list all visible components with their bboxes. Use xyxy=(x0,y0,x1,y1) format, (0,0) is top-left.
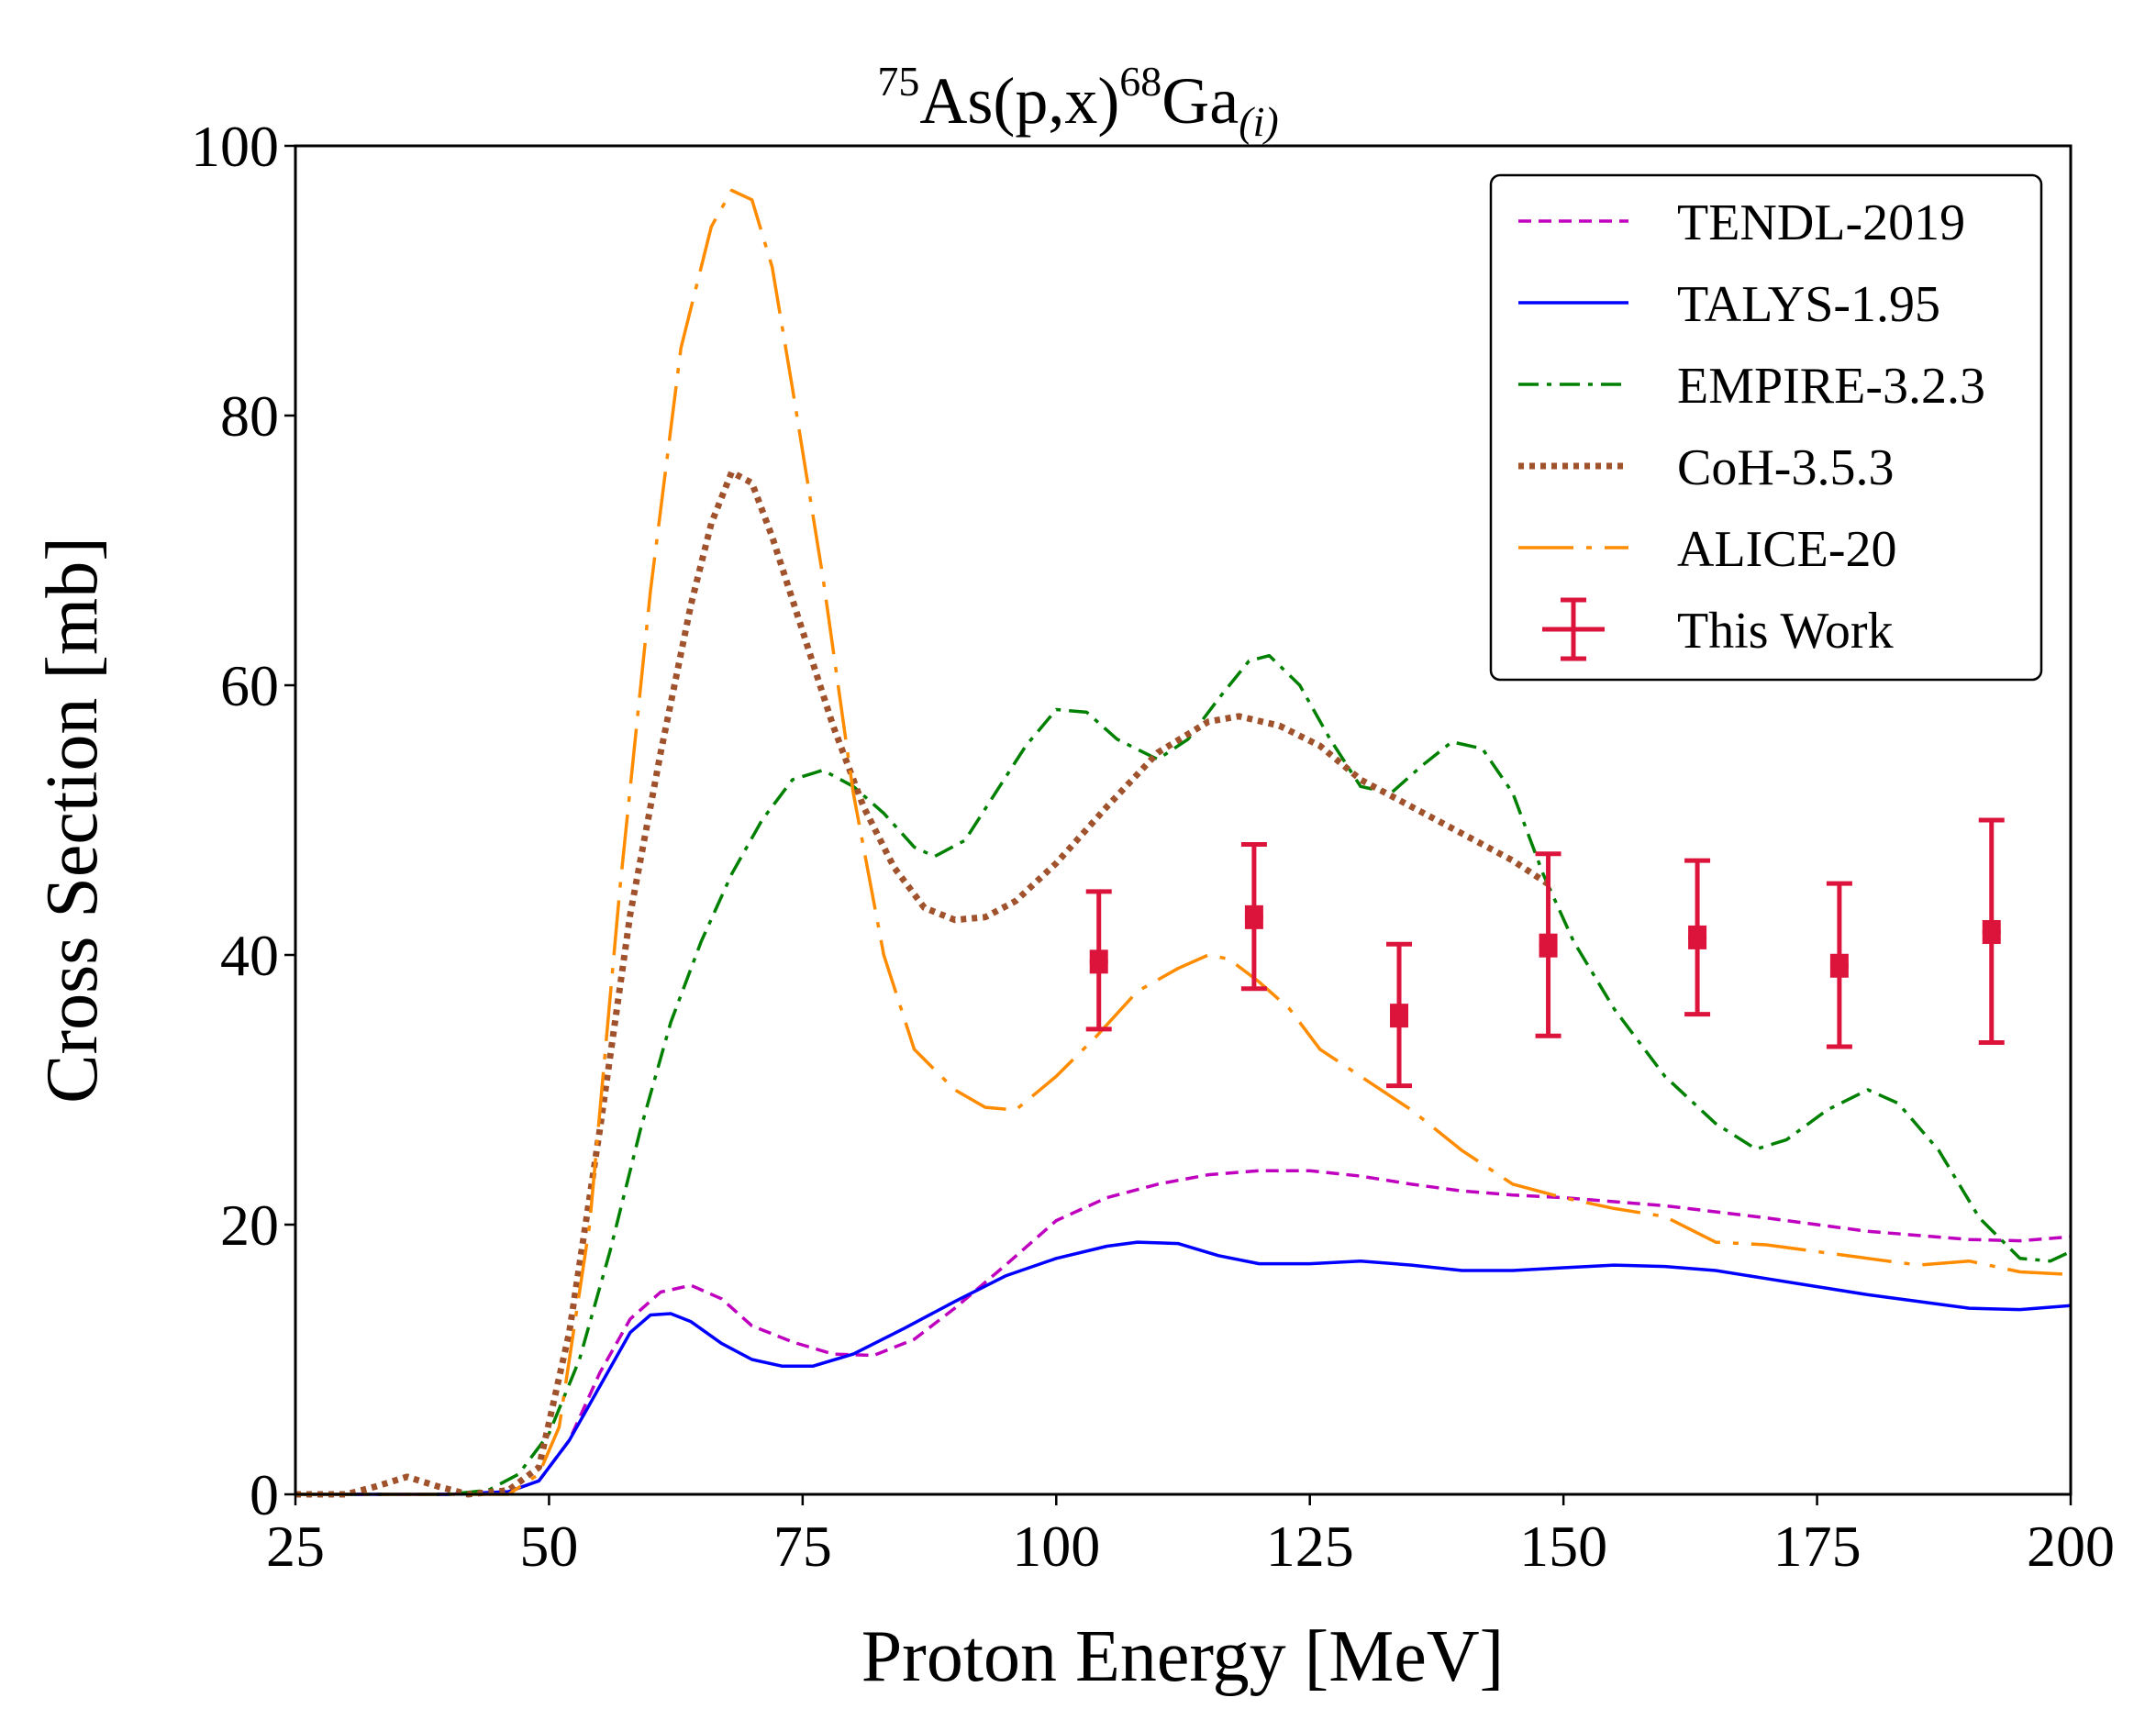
legend-entry: CoH-3.5.3 xyxy=(1518,439,1894,496)
x-tick-label: 100 xyxy=(1012,1514,1100,1579)
marker xyxy=(1688,925,1707,949)
series-line-empire-3-2-3 xyxy=(295,653,2072,1496)
legend-label: EMPIRE-3.2.3 xyxy=(1677,358,1985,415)
y-tick-label: 20 xyxy=(220,1193,279,1258)
y-tick-label: 80 xyxy=(220,383,279,449)
legend-entry: TALYS-1.95 xyxy=(1518,276,1940,333)
x-tick-label: 175 xyxy=(1773,1514,1861,1579)
data-point xyxy=(1386,941,1413,1089)
marker xyxy=(1539,933,1558,958)
plot-frame xyxy=(294,144,2073,1496)
legend-label: CoH-3.5.3 xyxy=(1677,439,1894,496)
legend-label: This Work xyxy=(1677,603,1894,660)
series-line-talys-1-95 xyxy=(295,1240,2072,1496)
marker xyxy=(1390,1004,1409,1028)
x-axis-label: Proton Energy [MeV] xyxy=(861,1616,1505,1697)
marker xyxy=(1982,920,2001,945)
y-tick-label: 100 xyxy=(191,114,279,179)
data-point xyxy=(1684,858,1711,1017)
legend-entry: EMPIRE-3.2.3 xyxy=(1518,358,1985,415)
title-product-mass-number: 68 xyxy=(1119,58,1161,105)
data-point xyxy=(1535,851,1561,1038)
legend-entry: This Work xyxy=(1542,597,1894,661)
marker xyxy=(1089,949,1108,974)
marker xyxy=(1244,904,1263,929)
series-line-tendl-2019 xyxy=(295,1169,2072,1496)
y-axis-label: Cross Section [mb] xyxy=(32,537,113,1104)
y-tick-label: 40 xyxy=(220,923,279,988)
y-tick-label: 0 xyxy=(250,1462,279,1527)
marker xyxy=(1829,953,1849,978)
title-subscript: (i) xyxy=(1239,98,1278,145)
y-axis: 0 20 40 60 80 100 xyxy=(191,114,295,1527)
legend-entry: TENDL-2019 xyxy=(1518,194,1965,251)
chart-title: 75As(p,x)68Ga(i) xyxy=(877,58,1278,145)
x-tick-label: 125 xyxy=(1266,1514,1354,1579)
legend-label: ALICE-20 xyxy=(1677,521,1897,578)
legend-label: TALYS-1.95 xyxy=(1677,276,1940,333)
x-tick-label: 75 xyxy=(773,1514,832,1579)
title-target-mass-number: 75 xyxy=(877,58,919,105)
legend-label: TENDL-2019 xyxy=(1677,194,1965,251)
legend: TENDL-2019 TALYS-1.95 EMPIRE-3.2.3 CoH-3.5.… xyxy=(1489,173,2043,682)
x-tick-label: 200 xyxy=(2027,1514,2115,1579)
data-point xyxy=(1085,889,1112,1032)
data-point xyxy=(1240,841,1267,992)
x-tick-label: 25 xyxy=(266,1514,325,1579)
measurement-layer xyxy=(1085,817,2005,1089)
x-tick-label: 150 xyxy=(1519,1514,1607,1579)
data-point xyxy=(1978,817,2005,1046)
title-target: As(p,x) xyxy=(919,64,1119,138)
y-tick-label: 60 xyxy=(220,653,279,718)
series-layer xyxy=(295,188,2072,1498)
x-tick-label: 50 xyxy=(519,1514,578,1579)
title-product: Ga xyxy=(1161,64,1239,138)
data-point xyxy=(1826,881,1852,1049)
series-line-alice-20 xyxy=(295,188,2072,1496)
x-axis: 25 50 75 100 125 150 175 200 xyxy=(266,1494,2115,1579)
series-line-coh-3-5-3 xyxy=(295,469,1556,1498)
legend-entry: ALICE-20 xyxy=(1518,521,1897,578)
